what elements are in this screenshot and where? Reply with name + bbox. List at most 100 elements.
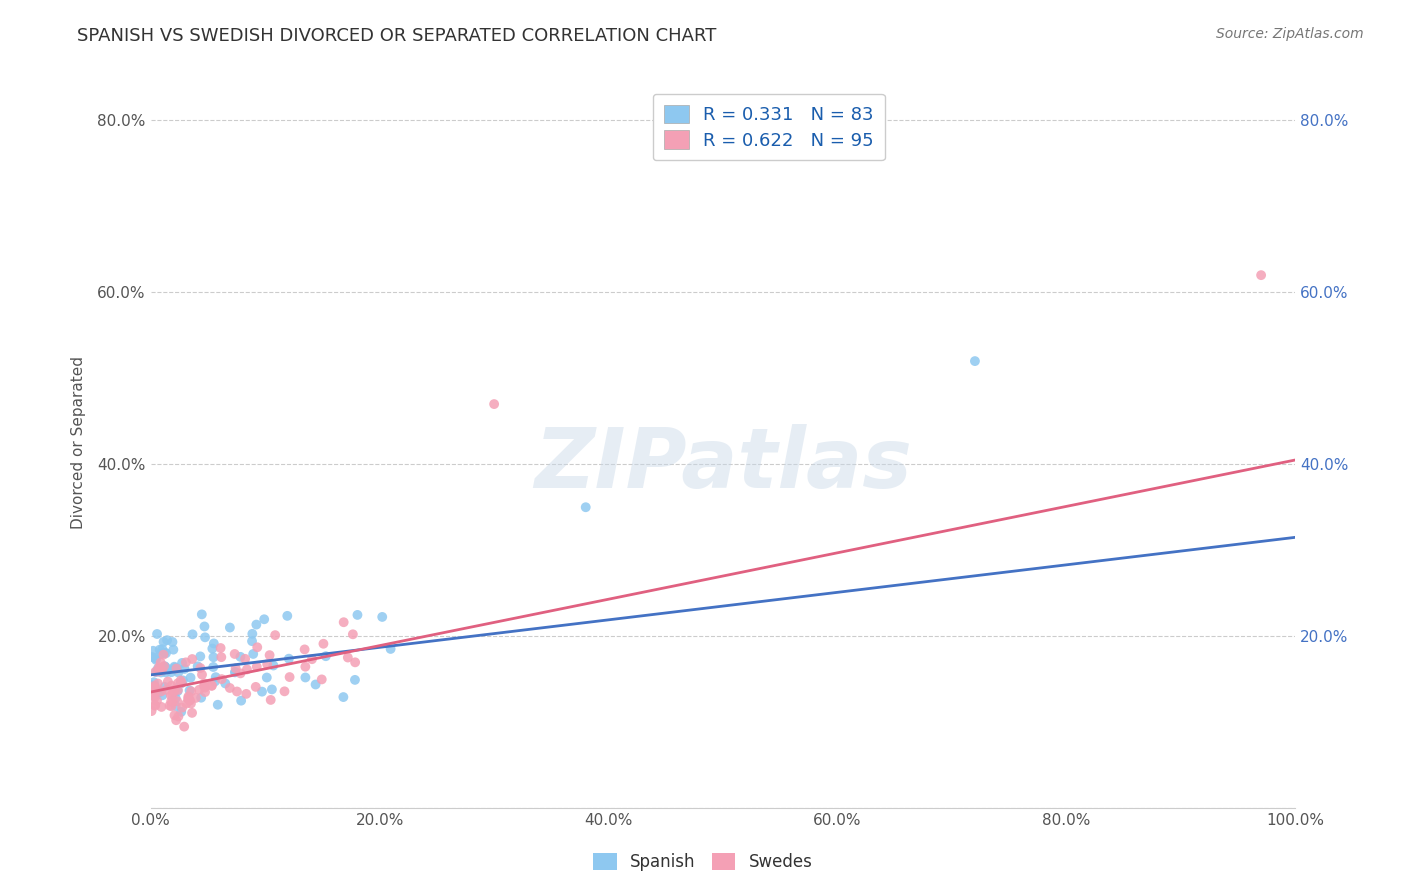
Point (380, 642, 402, 657)
Point (167, 665, 190, 680)
Point (242, 647, 264, 661)
Point (173, 662, 195, 676)
Point (155, 665, 177, 680)
Point (312, 637, 335, 651)
Point (166, 676, 188, 690)
Point (142, 689, 165, 703)
Point (191, 607, 214, 622)
Point (177, 690, 200, 705)
Point (153, 659, 176, 673)
Point (214, 676, 236, 690)
Point (152, 635, 174, 649)
Point (150, 688, 173, 702)
Point (159, 698, 181, 713)
Point (179, 693, 201, 707)
Point (190, 690, 212, 705)
Point (575, 500, 598, 515)
Point (173, 720, 195, 734)
Point (146, 662, 169, 676)
Point (209, 650, 232, 665)
Point (145, 665, 167, 679)
Text: ZIPatlas: ZIPatlas (534, 425, 912, 505)
Point (153, 659, 176, 673)
Point (301, 652, 323, 666)
Point (145, 665, 167, 679)
Point (224, 665, 246, 679)
Point (162, 635, 184, 649)
Point (163, 682, 186, 697)
Point (1250, 268, 1272, 282)
Legend: Spanish, Swedes: Spanish, Swedes (585, 845, 821, 880)
Point (343, 673, 366, 687)
Point (165, 661, 187, 675)
Point (165, 713, 187, 727)
Point (256, 657, 278, 672)
Point (278, 670, 301, 684)
Point (240, 634, 263, 648)
Text: Source: ZipAtlas.com: Source: ZipAtlas.com (1216, 27, 1364, 41)
Point (146, 694, 169, 708)
Point (177, 690, 200, 704)
Point (160, 699, 183, 714)
Point (149, 656, 172, 670)
Point (153, 646, 176, 660)
Point (160, 694, 183, 708)
Point (149, 642, 172, 657)
Point (170, 705, 193, 719)
Point (224, 647, 246, 661)
Point (294, 642, 316, 657)
Point (202, 660, 225, 674)
Point (143, 698, 166, 713)
Point (181, 627, 204, 641)
Point (202, 650, 225, 665)
Point (204, 670, 226, 684)
Point (150, 664, 173, 678)
Point (160, 665, 183, 680)
Point (139, 678, 162, 692)
Point (207, 698, 229, 712)
Point (371, 610, 394, 624)
Point (172, 673, 194, 688)
Point (170, 675, 193, 690)
Point (166, 694, 188, 708)
Point (190, 661, 212, 675)
Point (211, 672, 233, 686)
Point (193, 676, 215, 690)
Point (276, 608, 298, 623)
Point (246, 659, 269, 673)
Point (176, 697, 198, 711)
Point (262, 658, 284, 673)
Point (148, 660, 170, 674)
Point (194, 685, 217, 699)
Point (167, 709, 190, 723)
Point (146, 627, 169, 641)
Point (160, 679, 183, 693)
Point (264, 628, 287, 642)
Point (148, 685, 170, 699)
Point (160, 689, 183, 703)
Point (225, 661, 247, 675)
Point (170, 656, 193, 670)
Point (156, 633, 179, 648)
Point (194, 630, 217, 644)
Point (163, 661, 186, 675)
Point (148, 665, 170, 679)
Point (142, 675, 165, 690)
Point (142, 644, 165, 658)
Point (201, 678, 224, 692)
Point (170, 676, 193, 690)
Point (184, 690, 207, 705)
Point (240, 627, 263, 641)
Point (162, 689, 184, 703)
Point (346, 607, 368, 622)
Point (180, 671, 202, 685)
Point (229, 666, 252, 681)
Point (143, 690, 166, 705)
Point (180, 684, 202, 698)
Point (209, 640, 232, 655)
Point (204, 674, 226, 689)
Point (482, 397, 505, 411)
Point (219, 621, 242, 635)
Point (245, 680, 267, 694)
Point (233, 652, 256, 666)
